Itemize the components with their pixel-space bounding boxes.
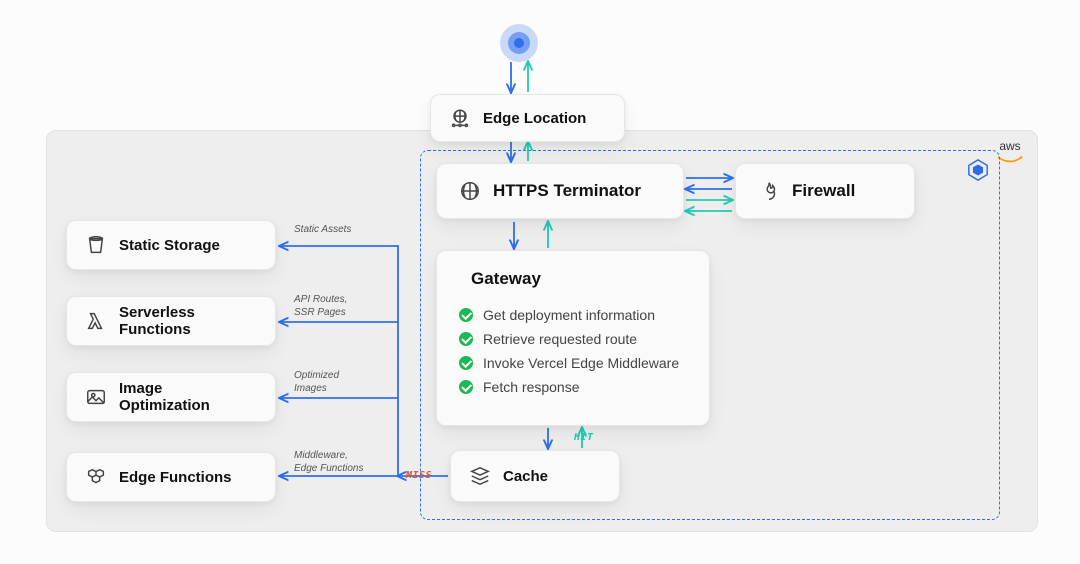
node-label: Serverless Functions <box>119 304 257 338</box>
stack-icon <box>469 465 491 487</box>
gateway-item: Invoke Vercel Edge Middleware <box>459 351 687 375</box>
globe-icon <box>459 180 481 202</box>
edge-label: Static Assets <box>294 224 384 237</box>
bucket-icon <box>85 234 107 256</box>
edge-label: Middleware,Edge Functions <box>294 450 394 475</box>
origin-point <box>500 24 538 62</box>
node-label: Static Storage <box>119 237 220 254</box>
globe-cdn-icon <box>449 107 471 129</box>
gateway-item-text: Retrieve requested route <box>483 331 637 347</box>
node-serverless-functions: Serverless Functions <box>66 296 276 346</box>
lambda-icon <box>85 310 107 332</box>
gateway-item-text: Fetch response <box>483 379 580 395</box>
node-label: Image Optimization <box>119 380 257 414</box>
cache-status-label: HIT <box>574 432 594 443</box>
aws-label: aws <box>997 139 1023 153</box>
gateway-items: Get deployment information Retrieve reque… <box>459 303 687 399</box>
node-static-storage: Static Storage <box>66 220 276 270</box>
kubernetes-icon <box>967 159 989 181</box>
gateway-item: Get deployment information <box>459 303 687 327</box>
node-edge-functions: Edge Functions <box>66 452 276 502</box>
node-label: Cache <box>503 468 548 485</box>
diagram-canvas: aws <box>0 0 1080 564</box>
node-image-optimization: Image Optimization <box>66 372 276 422</box>
node-label: HTTPS Terminator <box>493 181 641 201</box>
aws-smile-icon <box>997 156 1023 164</box>
edge-label: API Routes,SSR Pages <box>294 294 384 319</box>
cache-status-label: MISS <box>406 470 432 481</box>
gateway-title: Gateway <box>471 269 541 289</box>
gateway-item-text: Get deployment information <box>483 307 655 323</box>
node-label: Edge Functions <box>119 469 232 486</box>
gateway-item: Fetch response <box>459 375 687 399</box>
node-label: Edge Location <box>483 110 586 127</box>
gateway-item-text: Invoke Vercel Edge Middleware <box>483 355 679 371</box>
hexes-icon <box>85 466 107 488</box>
aws-badge: aws <box>997 139 1023 167</box>
check-icon <box>459 332 473 346</box>
gateway-item: Retrieve requested route <box>459 327 687 351</box>
node-cache: Cache <box>450 450 620 502</box>
node-label: Firewall <box>792 181 855 201</box>
check-icon <box>459 308 473 322</box>
image-icon <box>85 386 107 408</box>
node-edge-location: Edge Location <box>430 94 625 142</box>
check-icon <box>459 356 473 370</box>
node-gateway: Gateway Get deployment information Retrie… <box>436 250 710 426</box>
node-firewall: Firewall <box>735 163 915 219</box>
check-icon <box>459 380 473 394</box>
edge-label: OptimizedImages <box>294 370 384 395</box>
node-https-terminator: HTTPS Terminator <box>436 163 684 219</box>
flame-icon <box>758 180 780 202</box>
